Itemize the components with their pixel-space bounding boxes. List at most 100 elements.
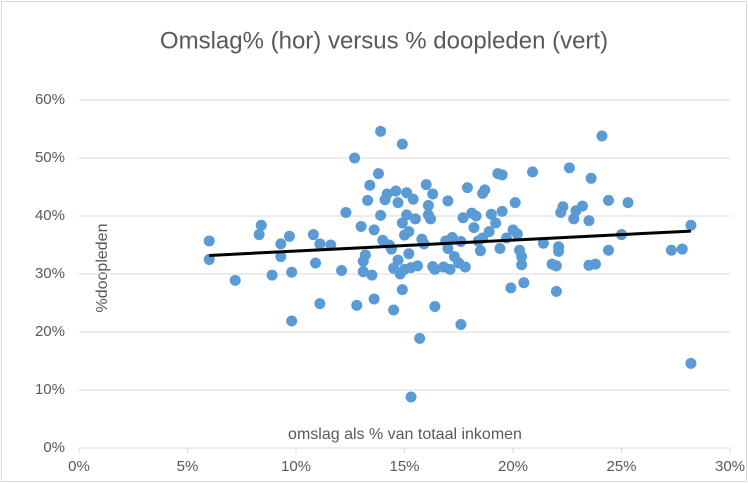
scatter-point: [483, 226, 495, 238]
scatter-point: [396, 138, 408, 150]
scatter-point: [253, 229, 265, 241]
scatter-point: [375, 209, 387, 221]
scatter-point: [314, 298, 326, 310]
scatter-point: [366, 269, 378, 281]
scatter-point: [396, 284, 408, 296]
scatter-point: [429, 263, 441, 275]
x-tick-label: 15%: [389, 458, 419, 475]
scatter-point: [340, 207, 352, 219]
scatter-point: [255, 219, 267, 231]
scatter-point: [403, 226, 415, 238]
scatter-point: [412, 260, 424, 272]
scatter-point: [286, 266, 298, 278]
scatter-point: [589, 258, 601, 270]
scatter-point: [442, 195, 454, 207]
scatter-point: [602, 194, 614, 206]
scatter-point: [665, 244, 677, 256]
x-tick-label: 10%: [281, 458, 311, 475]
scatter-point: [596, 130, 608, 142]
scatter-point: [425, 213, 437, 225]
scatter-point: [314, 238, 326, 250]
scatter-point: [602, 244, 614, 256]
scatter-point: [357, 266, 369, 278]
scatter-point: [576, 200, 588, 212]
scatter-point: [420, 179, 432, 191]
scatter-point: [537, 237, 549, 249]
scatter-point: [496, 205, 508, 217]
trendline: [209, 229, 692, 257]
scatter-point: [368, 224, 380, 236]
scatter-point: [229, 274, 241, 286]
scatter-point: [550, 285, 562, 297]
scatter-point: [550, 260, 562, 272]
scatter-point: [455, 318, 467, 330]
scatter-point: [516, 259, 528, 271]
scatter-point: [505, 282, 517, 294]
x-tick-label: 5%: [177, 458, 199, 475]
scatter-point: [364, 179, 376, 191]
y-axis-label: %doopleden: [94, 224, 111, 313]
y-tick-label: 30%: [35, 265, 65, 282]
scatter-point: [388, 304, 400, 316]
y-tick-label: 0%: [43, 439, 65, 456]
chart-title: Omslag% (hor) versus % doopleden (vert): [160, 27, 608, 54]
x-axis-label: omslag als % van totaal inkomen: [288, 426, 522, 443]
scatter-point: [557, 201, 569, 213]
scatter-point: [442, 242, 454, 254]
y-tick-label: 20%: [35, 323, 65, 340]
scatter-point: [490, 217, 502, 229]
scatter-point: [351, 299, 363, 311]
scatter-point: [479, 184, 491, 196]
scatter-point: [310, 257, 322, 269]
scatter-point: [676, 243, 688, 255]
scatter-point: [583, 215, 595, 227]
scatter-point: [516, 251, 528, 263]
x-tick-label: 0%: [68, 458, 90, 475]
scatter-point: [429, 300, 441, 312]
scatter-point: [381, 188, 393, 200]
scatter-point: [485, 208, 497, 220]
scatter-point: [422, 200, 434, 212]
y-tick-label: 50%: [35, 149, 65, 166]
scatter-point: [355, 220, 367, 232]
y-tick-label: 10%: [35, 381, 65, 398]
scatter-point: [362, 194, 374, 206]
scatter-point: [375, 125, 387, 137]
scatter-point: [403, 248, 415, 260]
scatter-point: [203, 235, 215, 247]
scatter-point: [414, 332, 426, 344]
x-tick-label: 30%: [715, 458, 745, 475]
scatter-point: [685, 357, 697, 369]
scatter-point: [685, 219, 697, 231]
scatter-point: [392, 254, 404, 266]
scatter-point: [474, 245, 486, 257]
scatter-point: [459, 261, 471, 273]
scatter-point: [509, 197, 521, 209]
scatter-point: [349, 152, 361, 164]
scatter-point: [457, 212, 469, 224]
scatter-point: [401, 209, 413, 221]
scatter-point: [553, 241, 565, 253]
scatter-point: [461, 182, 473, 194]
scatter-point: [368, 293, 380, 305]
scatter-point: [563, 162, 575, 174]
scatter-point: [511, 228, 523, 240]
scatter-point: [405, 391, 417, 403]
scatter-point: [496, 169, 508, 181]
scatter-point: [585, 172, 597, 184]
scatter-point: [622, 197, 634, 209]
scatter-point: [527, 166, 539, 178]
scatter-point: [390, 185, 402, 197]
scatter-point: [286, 315, 298, 327]
scatter-point: [427, 188, 439, 200]
scatter-point: [275, 238, 287, 250]
scatter-point: [446, 231, 458, 243]
scatter-point: [307, 229, 319, 241]
scatter-point: [283, 230, 295, 242]
scatter-point: [407, 193, 419, 205]
scatter-point: [518, 277, 530, 289]
x-tick-label: 20%: [498, 458, 528, 475]
scatter-point: [468, 222, 480, 234]
